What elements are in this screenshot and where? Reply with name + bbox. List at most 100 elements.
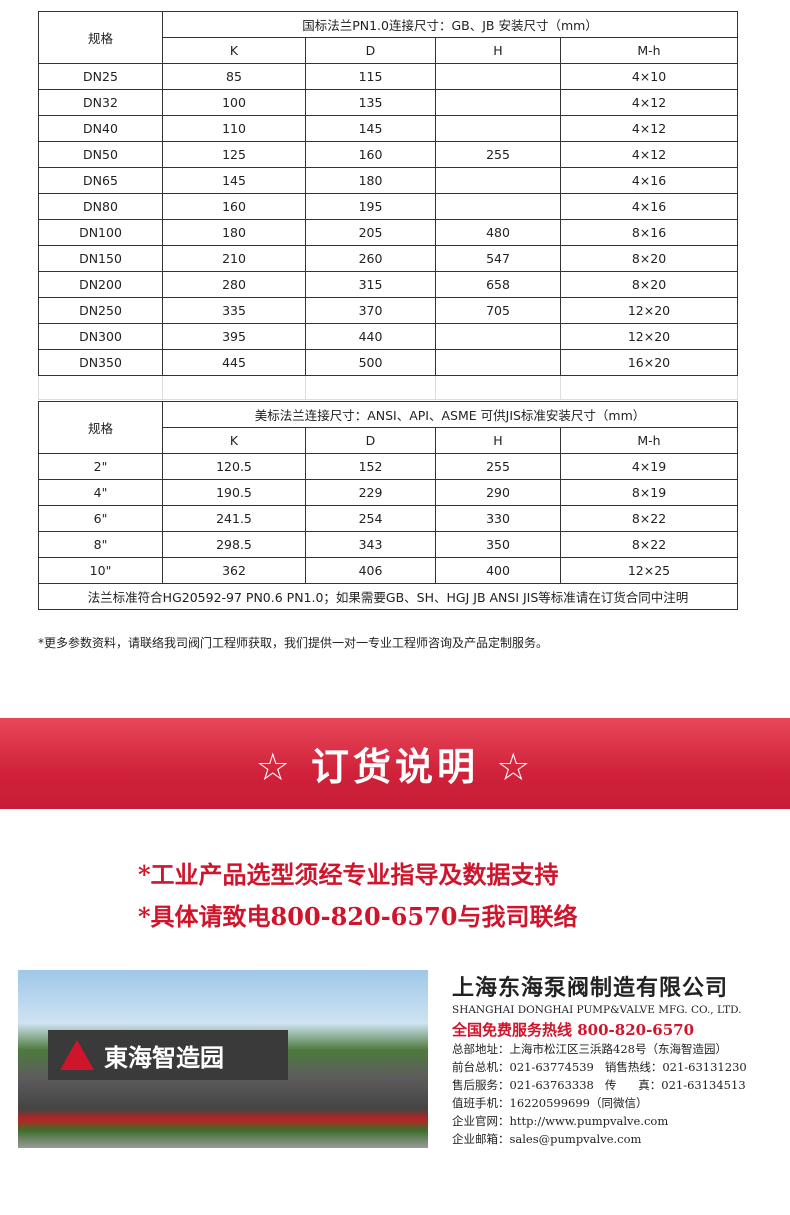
column-header: H [435, 427, 561, 454]
park-sign: 東海智造园 [48, 1030, 288, 1080]
table-row: DN25 85 115 4×10 [38, 63, 738, 90]
table-cell: DN200 [38, 271, 163, 298]
table-cell: 4" [38, 479, 163, 506]
table-cell: 658 [435, 271, 561, 298]
table-cell: 343 [305, 531, 436, 558]
table-cell: 4×12 [560, 89, 738, 116]
table-cell: 260 [305, 245, 436, 272]
table-cell [435, 63, 561, 90]
column-header: K [162, 37, 306, 64]
table-cell: 8" [38, 531, 163, 558]
spec-header: 规格 [38, 11, 163, 64]
table-cell: 255 [435, 141, 561, 168]
table-row: DN32 100 135 4×12 [38, 89, 738, 116]
table-cell: 210 [162, 245, 306, 272]
table-cell [435, 193, 561, 220]
column-header: M-h [560, 427, 738, 454]
table-cell: DN80 [38, 193, 163, 220]
table-cell [435, 115, 561, 142]
contact-line: 售后服务：021-63763338 传 真：021-63134513 [452, 1078, 746, 1092]
table-cell: 350 [435, 531, 561, 558]
table-cell: 4×10 [560, 63, 738, 90]
table-cell: 254 [305, 505, 436, 532]
table-row: DN65 145 180 4×16 [38, 167, 738, 194]
table-cell: 145 [162, 167, 306, 194]
table-cell: 547 [435, 245, 561, 272]
table-footer: 法兰标准符合HG20592-97 PN0.6 PN1.0；如果需要GB、SH、H… [38, 583, 738, 610]
spec-header: 规格 [38, 401, 163, 454]
table-row: 10" 362 406 400 12×25 [38, 557, 738, 584]
table-cell: 400 [435, 557, 561, 584]
table-cell: 110 [162, 115, 306, 142]
table-row: DN200 280 315 658 8×20 [38, 271, 738, 298]
column-header: D [305, 37, 436, 64]
table-cell: 135 [305, 89, 436, 116]
gb-flange-table: 规格 国标法兰PN1.0连接尺寸：GB、JB 安装尺寸（mm） K D H M-h DN… [38, 11, 738, 400]
table-cell: 480 [435, 219, 561, 246]
table-cell: DN32 [38, 89, 163, 116]
table-cell: 160 [305, 141, 436, 168]
column-header: K [162, 427, 306, 454]
table-cell: 395 [162, 323, 306, 350]
table-cell: 4×12 [560, 115, 738, 142]
table-title: 美标法兰连接尺寸：ANSI、API、ASME 可供JIS标准安装尺寸（mm） [162, 401, 738, 428]
table-title: 国标法兰PN1.0连接尺寸：GB、JB 安装尺寸（mm） [162, 11, 738, 38]
table-row: 8" 298.5 343 350 8×22 [38, 531, 738, 558]
table-cell: 280 [162, 271, 306, 298]
table-cell: 160 [162, 193, 306, 220]
contact-line: 前台总机：021-63774539 销售热线：021-63131230 [452, 1060, 747, 1074]
table-cell: 180 [305, 167, 436, 194]
order-banner: ☆ 订货说明 ☆ [0, 718, 790, 809]
table-cell: 85 [162, 63, 306, 90]
table-cell: 152 [305, 453, 436, 480]
company-name: 上海东海泵阀制造有限公司 [452, 976, 729, 1001]
table-row: DN40 110 145 4×12 [38, 115, 738, 142]
table-cell [435, 167, 561, 194]
company-photo: 東海智造园 [18, 970, 428, 1148]
table-cell: DN50 [38, 141, 163, 168]
table-cell: 406 [305, 557, 436, 584]
table-cell: 12×20 [560, 323, 738, 350]
table-cell: 16×20 [560, 349, 738, 376]
table-cell: 205 [305, 219, 436, 246]
order-line: *具体请致电800-820-6570与我司联络 [138, 902, 578, 931]
table-cell: 4×19 [560, 453, 738, 480]
table-row: DN150 210 260 547 8×20 [38, 245, 738, 272]
table-row: DN80 160 195 4×16 [38, 193, 738, 220]
table-cell: 445 [162, 349, 306, 376]
table-cell: 705 [435, 297, 561, 324]
table-cell: 298.5 [162, 531, 306, 558]
table-cell: 12×25 [560, 557, 738, 584]
table-cell [435, 349, 561, 376]
table-row: 2" 120.5 152 255 4×19 [38, 453, 738, 480]
column-header: M-h [560, 37, 738, 64]
table-cell: 190.5 [162, 479, 306, 506]
table-cell: 255 [435, 453, 561, 480]
contact-line: 值班手机：16220599699（同微信） [452, 1096, 648, 1110]
table-cell: 180 [162, 219, 306, 246]
logo-icon [60, 1040, 94, 1070]
table-row: DN50 125 160 255 4×12 [38, 141, 738, 168]
table-row: DN250 335 370 705 12×20 [38, 297, 738, 324]
table-cell: 440 [305, 323, 436, 350]
table-cell: 8×20 [560, 271, 738, 298]
table-cell: 115 [305, 63, 436, 90]
table-cell: DN25 [38, 63, 163, 90]
column-header: D [305, 427, 436, 454]
website-link[interactable]: 企业官网：http://www.pumpvalve.com [452, 1114, 669, 1128]
ansi-flange-table: 规格 美标法兰连接尺寸：ANSI、API、ASME 可供JIS标准安装尺寸（mm）… [38, 401, 738, 610]
sign-text: 東海智造园 [104, 1042, 224, 1072]
more-info-note: *更多参数资料，请联络我司阀门工程师获取，我们提供一对一专业工程师咨询及产品定制… [38, 636, 549, 650]
table-cell: 12×20 [560, 297, 738, 324]
table-cell: 8×16 [560, 219, 738, 246]
table-cell: 120.5 [162, 453, 306, 480]
table-cell: 125 [162, 141, 306, 168]
table-cell: 4×16 [560, 193, 738, 220]
table-cell: 362 [162, 557, 306, 584]
email-link[interactable]: 企业邮箱：sales@pumpvalve.com [452, 1132, 642, 1146]
table-cell: 241.5 [162, 505, 306, 532]
table-cell: 2" [38, 453, 163, 480]
order-line: *工业产品选型须经专业指导及数据支持 [138, 860, 559, 889]
table-cell: 335 [162, 297, 306, 324]
table-row: 4" 190.5 229 290 8×19 [38, 479, 738, 506]
